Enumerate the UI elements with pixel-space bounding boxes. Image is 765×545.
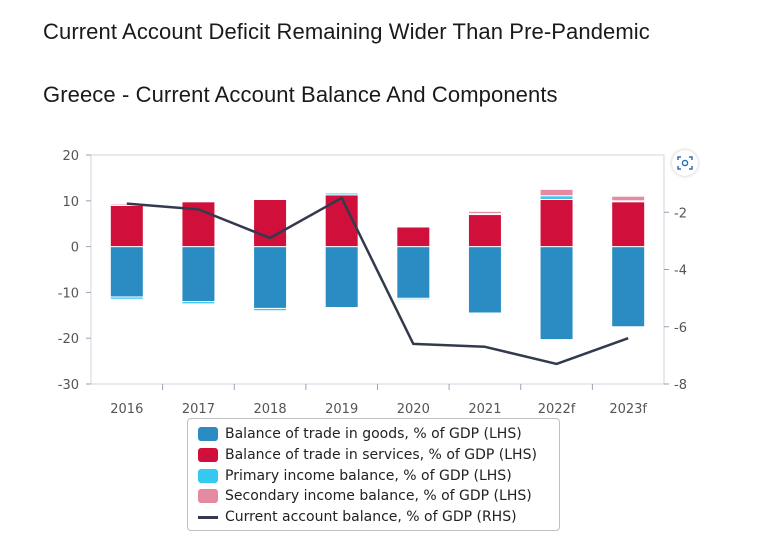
bar-goods (611, 246, 646, 328)
bar-primary (253, 307, 288, 312)
bar-secondary (253, 198, 288, 200)
legend-item-goods[interactable]: Balance of trade in goods, % of GDP (LHS… (198, 424, 522, 444)
legend-item-current[interactable]: Current account balance, % of GDP (RHS) (198, 507, 517, 527)
bar-primary (539, 195, 574, 200)
legend-item-services[interactable]: Balance of trade in services, % of GDP (… (198, 445, 537, 465)
legend-label: Current account balance, % of GDP (RHS) (225, 509, 517, 526)
right-tick-label: -6 (674, 321, 687, 336)
page-title: Current Account Deficit Remaining Wider … (43, 19, 650, 44)
bar-services (253, 198, 288, 248)
left-tick-label: -10 (58, 286, 79, 301)
x-tick-label: 2018 (254, 402, 287, 417)
left-tick-label: 10 (62, 195, 79, 210)
x-tick-label: 2023f (609, 402, 647, 417)
bar-primary (109, 296, 144, 300)
legend-label: Primary income balance, % of GDP (LHS) (225, 467, 512, 484)
legend-item-secondary[interactable]: Secondary income balance, % of GDP (LHS) (198, 486, 532, 506)
bar-secondary (467, 210, 502, 215)
legend-swatch (198, 447, 218, 462)
x-tick-label: 2021 (468, 402, 501, 417)
bar-goods (181, 246, 216, 303)
bar-goods (324, 246, 359, 309)
legend-swatch (198, 468, 218, 483)
bar-goods (396, 246, 431, 299)
bar-secondary (396, 225, 431, 228)
bar-goods (109, 246, 144, 298)
bar-services (467, 214, 502, 248)
bar-secondary (539, 188, 574, 197)
left-tick-label: -30 (58, 378, 79, 393)
right-tick-label: -2 (674, 206, 687, 221)
legend-label: Balance of trade in services, % of GDP (… (225, 446, 537, 463)
bar-goods (467, 246, 502, 314)
legend-swatch (198, 427, 218, 441)
bar-secondary (324, 191, 359, 194)
line-current (126, 196, 629, 366)
right-tick-label: -8 (674, 378, 687, 393)
bar-services (396, 226, 431, 248)
scan-icon (677, 156, 693, 170)
bar-primary (396, 297, 431, 301)
left-tick-label: 0 (71, 241, 79, 256)
chart-legend: Balance of trade in goods, % of GDP (LHS… (187, 418, 560, 531)
chart-subtitle: Greece - Current Account Balance And Com… (43, 82, 558, 107)
x-tick-label: 2017 (182, 402, 215, 417)
bar-goods (253, 246, 288, 309)
legend-swatch (198, 489, 218, 504)
bar-goods (539, 246, 574, 341)
x-tick-label: 2019 (325, 402, 358, 417)
x-tick-label: 2022f (538, 402, 576, 417)
left-tick-label: 20 (62, 149, 79, 164)
legend-swatch (198, 515, 218, 519)
legend-item-primary[interactable]: Primary income balance, % of GDP (LHS) (198, 466, 512, 486)
legend-label: Secondary income balance, % of GDP (LHS) (225, 488, 532, 505)
bar-services (611, 201, 646, 248)
bar-secondary (181, 200, 216, 203)
bar-secondary (611, 195, 646, 202)
x-tick-label: 2020 (397, 402, 430, 417)
zoom-button[interactable] (672, 150, 698, 176)
x-tick-label: 2016 (110, 402, 143, 417)
bar-primary (181, 301, 216, 305)
left-tick-label: -20 (58, 332, 79, 347)
legend-label: Balance of trade in goods, % of GDP (LHS… (225, 426, 522, 442)
bar-services (109, 204, 144, 248)
right-tick-label: -4 (674, 264, 687, 279)
bar-services (539, 198, 574, 248)
